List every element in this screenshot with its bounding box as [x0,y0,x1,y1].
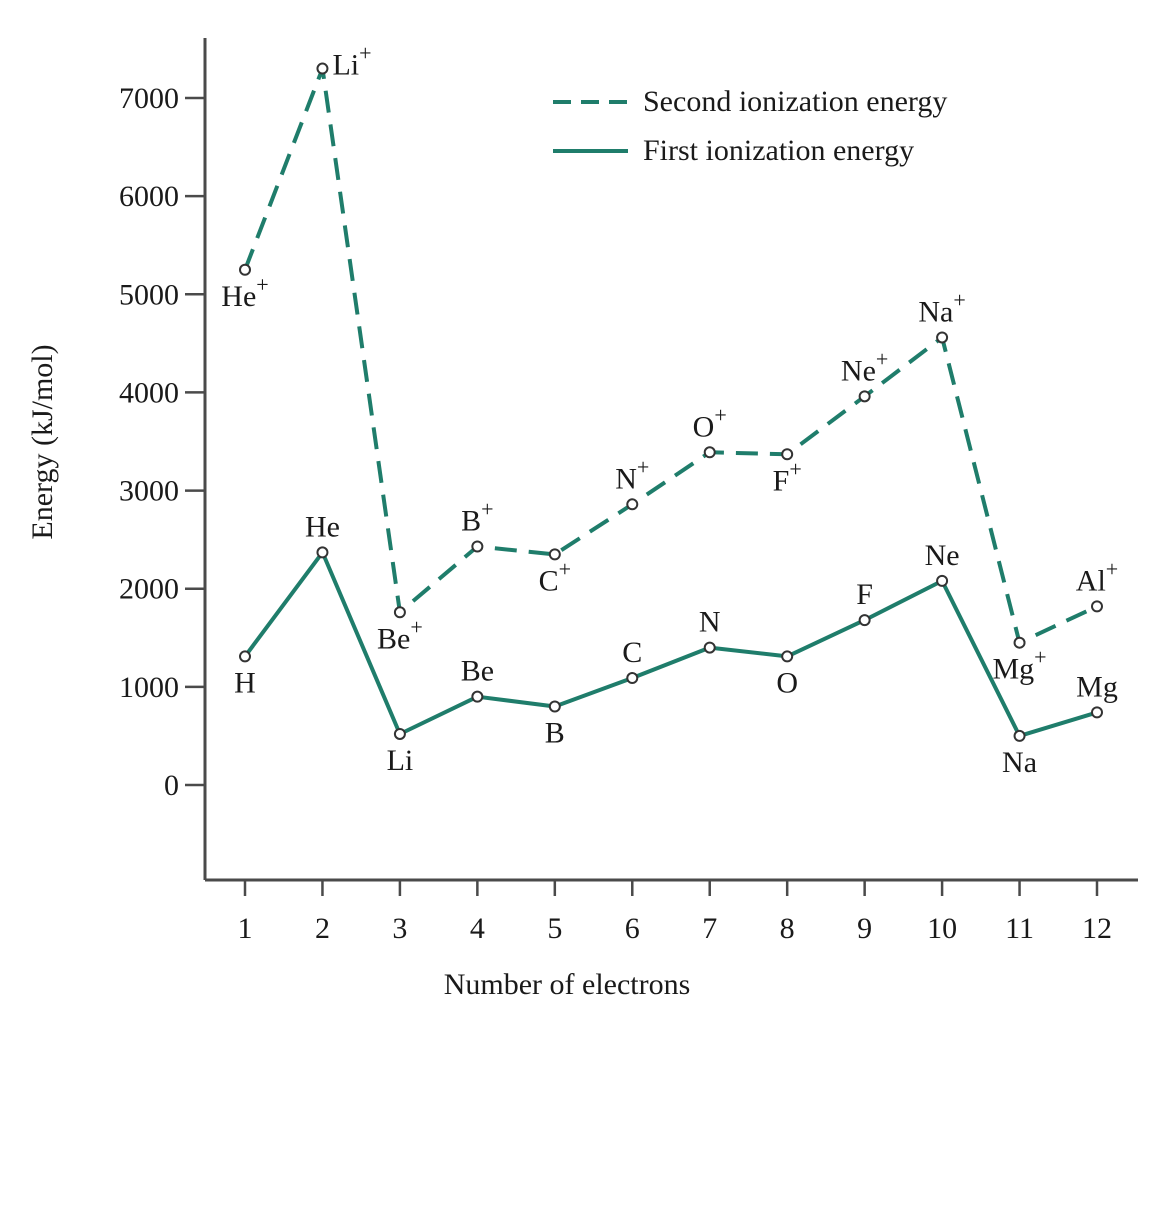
point-label-first-ionization: O [776,666,798,699]
y-tick-label: 5000 [119,278,179,311]
point-label-second-ionization: Be+ [377,614,423,655]
point-label-second-ionization: Na+ [918,287,965,328]
point-label-second-ionization: Ne+ [841,346,888,387]
data-point-first-ionization [858,614,871,627]
point-label-second-ionization: F+ [773,456,802,497]
data-point-first-ionization [781,650,794,663]
point-label-second-ionization: He+ [221,272,268,313]
point-label-first-ionization: Mg [1076,670,1118,703]
y-tick-label: 7000 [119,82,179,115]
x-tick-label: 12 [1082,912,1112,945]
point-label-second-ionization: B+ [461,497,493,538]
legend: Second ionization energy First ionizatio… [553,85,947,167]
x-tick-label: 7 [702,912,717,945]
x-tick-label: 6 [625,912,640,945]
data-point-first-ionization [936,574,949,587]
series-line-first-ionization [243,550,1098,738]
data-point-second-ionization [1013,636,1026,649]
point-label-first-ionization: C [622,636,642,669]
data-point-second-ionization [1091,600,1103,613]
legend-label-first-ionization: First ionization energy [643,134,914,167]
point-label-first-ionization: H [234,666,256,699]
data-point-second-ionization [858,390,871,403]
data-point-first-ionization [1013,729,1026,742]
point-labels: He+ Li+ Be+ B+ C+ N+ O+ F+ Ne+ Na+ Mg+ Al+ H He Li Be B C… [221,41,1118,779]
data-point-first-ionization [548,700,561,713]
point-label-first-ionization: Be [461,655,494,688]
data-point-second-ionization [703,446,716,459]
y-tick-label: 2000 [119,573,179,606]
point-label-first-ionization: N [699,606,721,639]
data-point-second-ionization [393,606,406,619]
data-point-second-ionization [781,448,794,461]
point-label-first-ionization: Na [1002,746,1037,779]
y-tick-label: 0 [164,769,179,802]
x-tick-label: 4 [470,912,485,945]
point-label-first-ionization: He [305,510,340,543]
point-label-second-ionization: O+ [693,402,727,443]
x-axis-title: Number of electrons [444,968,691,1001]
y-axis-title: Energy (kJ/mol) [26,344,59,539]
y-tick-label: 6000 [119,180,179,213]
y-tick-label: 3000 [119,475,179,508]
data-point-first-ionization [1091,706,1103,719]
x-tick-label: 5 [547,912,562,945]
x-tick-label: 2 [315,912,330,945]
x-tick-label: 10 [927,912,957,945]
point-label-second-ionization: N+ [615,454,649,495]
x-tick-label: 8 [780,912,795,945]
x-tick-label: 3 [392,912,407,945]
point-label-first-ionization: Ne [925,539,960,572]
data-point-second-ionization [239,263,251,276]
data-point-first-ionization [239,650,251,663]
data-point-first-ionization [703,641,716,654]
point-label-second-ionization: Mg+ [992,645,1046,686]
data-point-second-ionization [316,62,329,75]
point-label-second-ionization: Li+ [332,41,371,82]
data-point-second-ionization [936,331,949,344]
data-point-second-ionization [626,498,639,511]
series [239,62,1103,742]
y-tick-label: 4000 [119,376,179,409]
axes [203,38,1138,882]
data-point-first-ionization [316,546,329,559]
data-point-second-ionization [548,548,561,561]
x-tick-label: 9 [857,912,872,945]
data-point-first-ionization [393,727,406,740]
x-tick-label: 1 [238,912,253,945]
point-label-first-ionization: F [856,578,873,611]
point-label-first-ionization: B [545,716,565,749]
point-label-second-ionization: C+ [539,556,571,597]
x-tick-label: 11 [1005,912,1034,945]
data-point-first-ionization [471,690,484,703]
data-point-second-ionization [471,540,484,553]
legend-label-second-ionization: Second ionization energy [643,85,947,118]
point-label-second-ionization: Al+ [1076,556,1118,597]
data-point-first-ionization [626,672,639,685]
point-label-first-ionization: Li [387,744,414,777]
y-tick-label: 1000 [119,671,179,704]
